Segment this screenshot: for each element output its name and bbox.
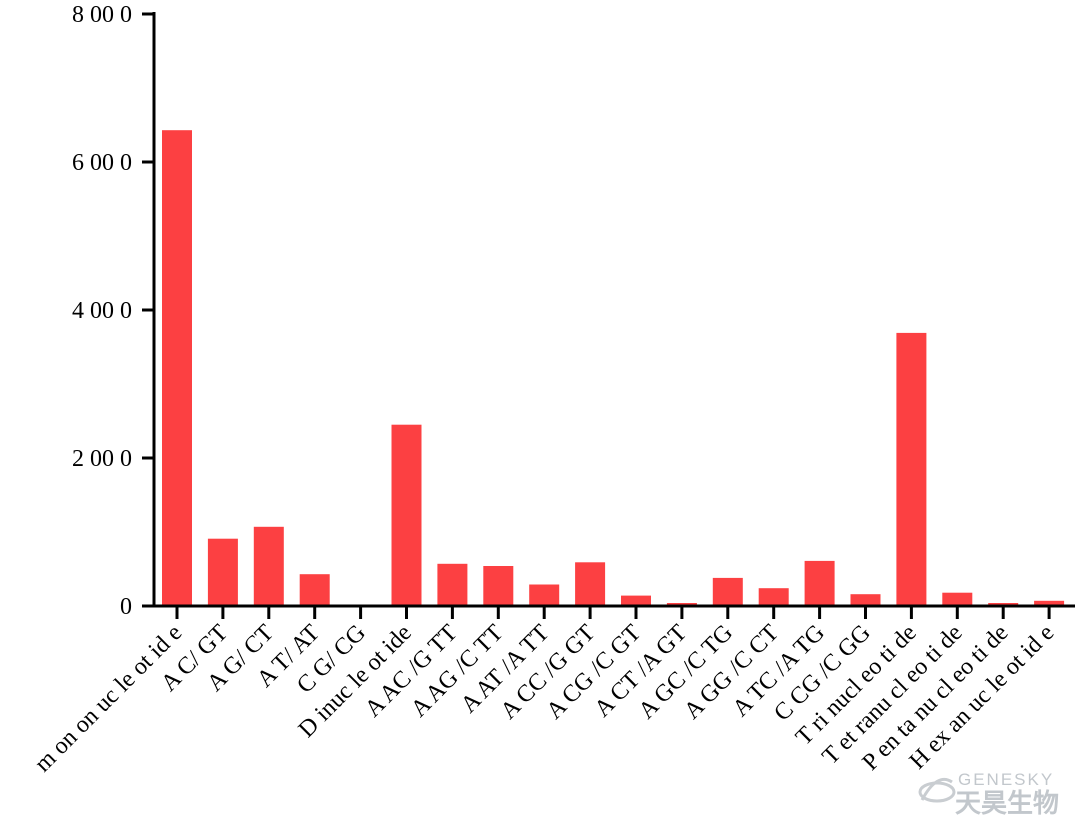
bar-14: [804, 560, 835, 606]
x-tick-label-0: m on on uc le ot id e: [30, 620, 187, 777]
bar-8: [529, 584, 560, 606]
bar-17: [942, 592, 973, 606]
bar-0: [162, 130, 192, 606]
watermark-cn-text: 天昊生物: [955, 789, 1059, 819]
bar-5: [391, 424, 422, 606]
genesky-logo-icon: [918, 777, 956, 803]
watermark: GENESKY 天昊生物: [918, 770, 1059, 819]
bar-6: [437, 563, 468, 606]
y-ticks-group: 0 2 00 0 4 00 0 6 00 0 8 00 0: [72, 2, 154, 620]
y-tick-label-3: 6 00 0: [72, 150, 132, 176]
bars-group: [162, 130, 1065, 606]
watermark-en-text: GENESKY: [958, 770, 1054, 789]
x-ticks-group: m on on uc le ot id eA C/ GTA G/ CTA T/ …: [30, 606, 1059, 777]
bar-3: [299, 574, 330, 606]
axes-group: [152, 12, 1075, 608]
bar-19: [1034, 600, 1065, 606]
bar-15: [850, 594, 881, 606]
y-tick-label-0: 0: [120, 594, 132, 620]
bar-1: [207, 538, 238, 606]
bar-7: [483, 566, 514, 606]
bar-16: [896, 332, 927, 606]
bar-9: [575, 562, 606, 606]
bar-2: [253, 526, 284, 606]
y-tick-label-4: 8 00 0: [72, 2, 132, 28]
bar-13: [758, 588, 789, 606]
y-tick-label-1: 2 00 0: [72, 446, 132, 472]
y-tick-label-2: 4 00 0: [72, 298, 132, 324]
bar-12: [712, 577, 743, 606]
bar-10: [621, 595, 651, 606]
